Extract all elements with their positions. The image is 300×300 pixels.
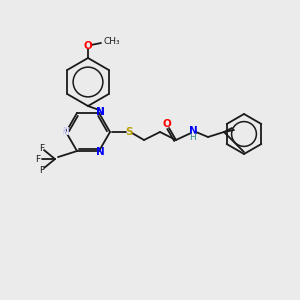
Text: N: N	[96, 107, 104, 117]
Text: F: F	[35, 154, 40, 164]
Text: O: O	[163, 119, 171, 129]
Text: N: N	[61, 127, 69, 137]
Text: F: F	[39, 166, 45, 175]
Text: N: N	[61, 127, 69, 137]
Text: F: F	[39, 144, 45, 153]
Text: S: S	[125, 127, 133, 137]
Text: H: H	[190, 134, 196, 142]
Text: N: N	[189, 126, 197, 136]
Text: N: N	[96, 147, 104, 157]
Text: CH₃: CH₃	[103, 37, 120, 46]
Text: O: O	[84, 41, 92, 51]
Text: N: N	[96, 107, 104, 117]
